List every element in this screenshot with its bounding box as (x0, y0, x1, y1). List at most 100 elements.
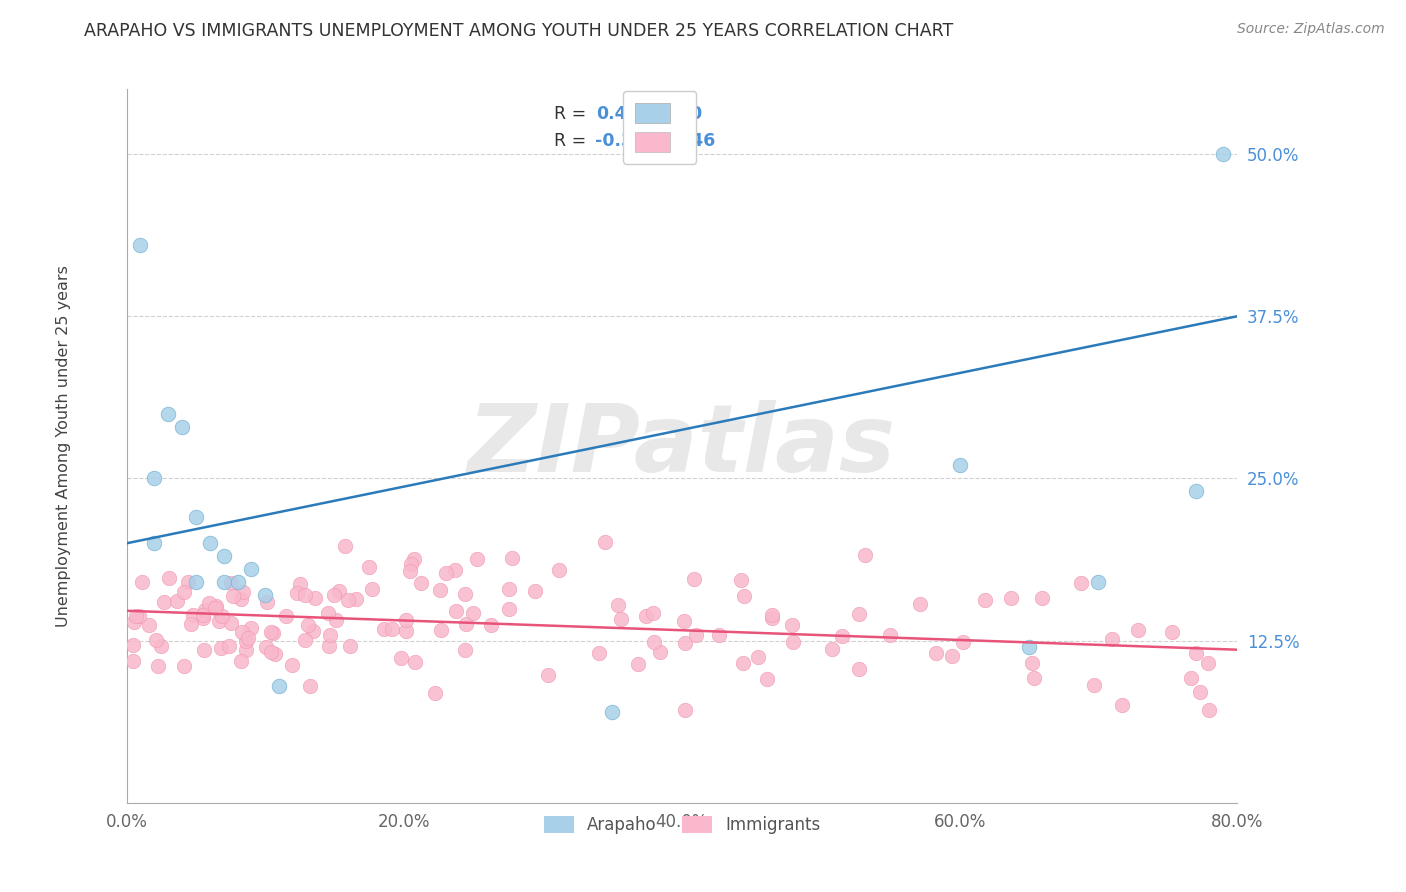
Point (941, 648, 963, 663)
Point (821, 642, 844, 657)
Point (761, 610, 783, 624)
Point (344, 591, 367, 606)
Point (143, 471, 166, 485)
Point (461, 606, 484, 620)
Text: -0.324: -0.324 (595, 132, 658, 150)
Point (235, 633, 257, 648)
Point (443, 563, 465, 577)
Point (184, 510, 207, 524)
Point (453, 586, 475, 600)
Point (122, 638, 145, 652)
Point (1024, 671, 1046, 685)
Point (281, 657, 304, 672)
Point (226, 575, 249, 590)
Point (848, 662, 870, 676)
Text: ZIPatlas: ZIPatlas (468, 400, 896, 492)
Point (1111, 698, 1133, 712)
Point (316, 606, 339, 620)
Point (733, 656, 755, 670)
Point (685, 628, 707, 642)
Point (262, 626, 284, 640)
Point (323, 588, 346, 602)
Point (1184, 484, 1206, 499)
Point (523, 584, 546, 599)
Point (328, 584, 350, 599)
Point (607, 598, 630, 612)
Point (318, 628, 340, 642)
Point (153, 594, 176, 608)
Point (430, 624, 453, 638)
Point (547, 564, 569, 578)
Point (465, 552, 488, 566)
Point (138, 618, 160, 632)
Point (1185, 646, 1208, 660)
Point (1018, 640, 1040, 654)
Point (219, 576, 242, 591)
Point (733, 589, 755, 603)
Point (229, 591, 252, 606)
Point (673, 615, 696, 629)
Point (288, 576, 311, 591)
Legend: Arapaho, Immigrants: Arapaho, Immigrants (537, 809, 827, 841)
Point (444, 604, 467, 618)
Point (602, 705, 624, 719)
Point (1212, 147, 1234, 161)
Point (908, 597, 931, 611)
Point (1021, 657, 1043, 671)
Point (848, 607, 870, 622)
Point (707, 628, 730, 642)
Point (361, 582, 384, 596)
Point (325, 613, 347, 627)
Point (339, 639, 361, 653)
Point (208, 615, 231, 629)
Point (498, 601, 520, 615)
Text: Source: ZipAtlas.com: Source: ZipAtlas.com (1237, 22, 1385, 37)
Point (643, 635, 665, 649)
Point (173, 658, 195, 673)
Point (157, 571, 180, 585)
Point (235, 643, 257, 657)
Point (973, 592, 995, 607)
Point (831, 629, 853, 643)
Point (232, 585, 254, 599)
Point (610, 612, 633, 626)
Point (782, 634, 804, 648)
Point (429, 583, 451, 598)
Point (254, 640, 277, 655)
Point (399, 564, 422, 578)
Point (229, 654, 252, 668)
Point (952, 635, 974, 649)
Point (501, 551, 523, 566)
Point (191, 608, 214, 623)
Point (1070, 576, 1092, 591)
Point (1180, 671, 1202, 685)
Point (222, 589, 245, 603)
Point (1128, 623, 1150, 637)
Point (238, 632, 260, 646)
Point (301, 624, 323, 639)
Point (198, 596, 221, 610)
Point (129, 238, 152, 252)
Point (498, 582, 520, 596)
Point (761, 607, 783, 622)
Point (157, 407, 180, 421)
Point (780, 618, 803, 632)
Point (274, 608, 297, 623)
Point (747, 650, 769, 665)
Point (145, 633, 167, 648)
Point (204, 600, 226, 615)
Point (381, 622, 404, 636)
Point (1197, 656, 1219, 670)
Point (294, 588, 316, 602)
Point (627, 657, 650, 671)
Point (925, 647, 948, 661)
Point (143, 536, 166, 550)
Point (166, 594, 188, 608)
Point (125, 609, 148, 624)
Point (395, 624, 418, 639)
Point (335, 539, 357, 553)
Point (198, 536, 221, 550)
Point (423, 686, 446, 700)
Point (395, 613, 418, 627)
Point (673, 703, 696, 717)
